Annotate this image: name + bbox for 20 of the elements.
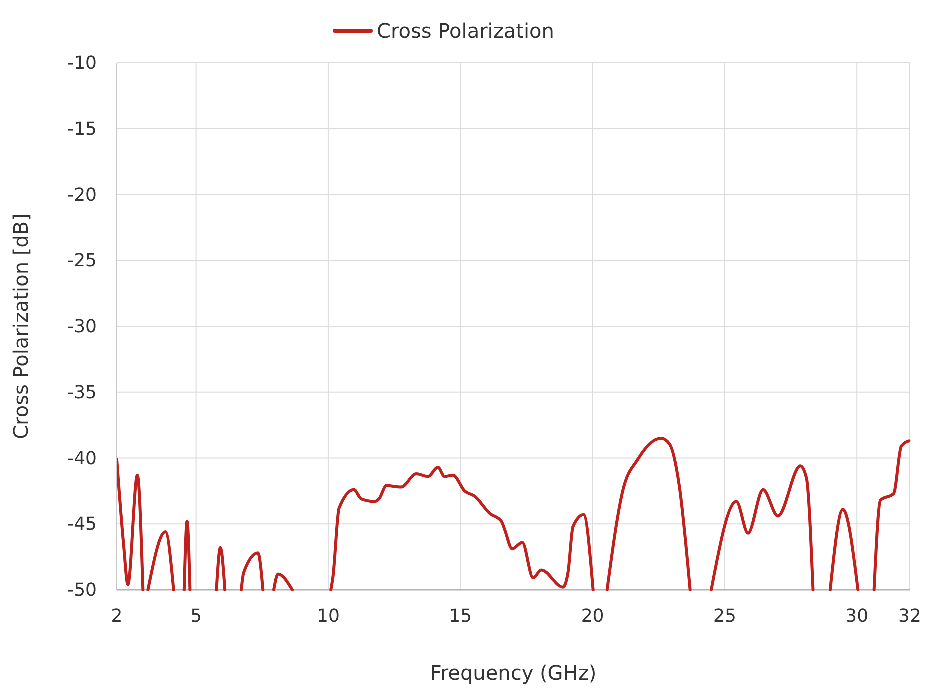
x-tick-label: 25 (714, 606, 736, 627)
y-tick-label: -35 (68, 382, 97, 404)
x-tick-label: 20 (581, 606, 604, 627)
x-axis-title: Frequency (GHz) (430, 661, 597, 685)
y-tick-label: -10 (68, 53, 97, 74)
y-tick-label: -25 (68, 250, 97, 272)
x-tick-label: 30 (846, 606, 869, 627)
y-axis-title: Cross Polarization [dB] (9, 214, 33, 440)
x-tick-label: 5 (190, 606, 202, 627)
y-tick-label: -40 (68, 448, 97, 470)
y-tick-label: -45 (68, 514, 97, 536)
y-tick-label: -15 (68, 118, 97, 140)
x-tick-label: 10 (317, 606, 340, 627)
x-tick-label: 2 (111, 606, 123, 627)
y-tick-label: -50 (68, 580, 97, 601)
y-tick-label: -20 (68, 184, 97, 206)
y-tick-label: -30 (68, 316, 97, 338)
x-tick-label: 15 (449, 606, 472, 627)
legend-label: Cross Polarization (377, 19, 554, 43)
x-tick-label: 32 (898, 606, 922, 627)
